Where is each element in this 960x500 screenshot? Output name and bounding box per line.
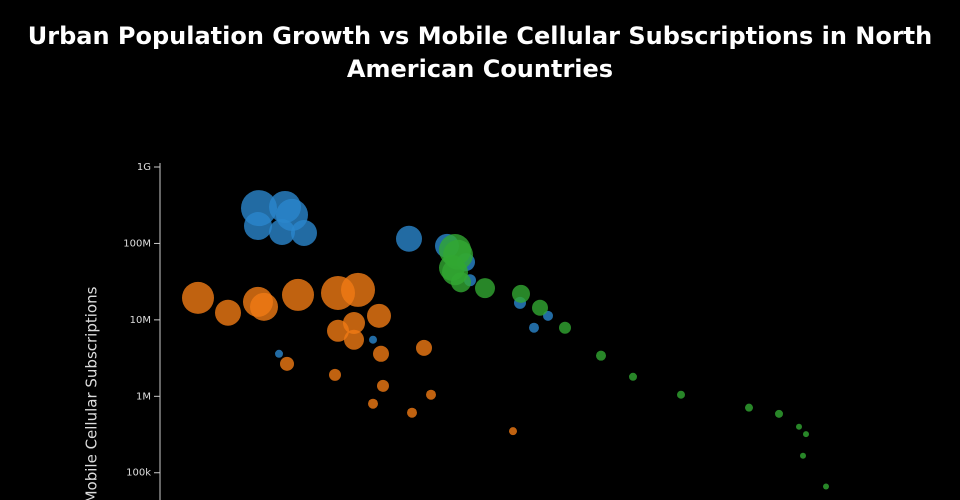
bubble (559, 321, 571, 334)
bubble (629, 372, 637, 381)
bubble (745, 403, 753, 412)
bubble (369, 335, 377, 344)
bubble (803, 431, 809, 438)
bubble (512, 284, 530, 303)
bubble (329, 368, 341, 381)
bubble (373, 345, 389, 362)
bubble (475, 278, 495, 299)
y-tick-label: 100k (126, 468, 151, 479)
bubble (377, 379, 389, 392)
bubble (282, 278, 314, 311)
bubble (275, 349, 283, 358)
bubble (244, 212, 272, 241)
bubble (529, 322, 539, 333)
bubble (532, 299, 548, 316)
bubble (269, 219, 295, 246)
bubble (677, 390, 685, 399)
bubble (426, 389, 436, 400)
bubble (416, 339, 432, 356)
bubble (396, 225, 422, 252)
y-axis-label: Mobile Cellular Subscriptions (83, 286, 101, 500)
bubble (775, 409, 783, 418)
bubble (800, 452, 806, 459)
bubble (823, 483, 829, 490)
bubble (596, 350, 606, 361)
bubble (368, 398, 378, 409)
y-tick-label: 1M (136, 391, 151, 402)
bubble (796, 423, 802, 430)
bubble (341, 272, 375, 307)
chart-title: Urban Population Growth vs Mobile Cellul… (27, 22, 933, 83)
bubble (215, 299, 241, 326)
bubble (250, 292, 278, 321)
bubble (509, 427, 517, 436)
y-tick-label: 1G (137, 162, 151, 173)
bubble (182, 281, 214, 314)
bubble (343, 312, 365, 335)
bubble (367, 303, 391, 328)
bubble (407, 407, 417, 418)
y-tick-label: 100M (123, 238, 151, 249)
y-tick-label: 10M (130, 315, 151, 326)
bubble (291, 219, 317, 246)
bubble (451, 272, 471, 293)
bubble (344, 329, 364, 350)
bubble (280, 356, 294, 371)
